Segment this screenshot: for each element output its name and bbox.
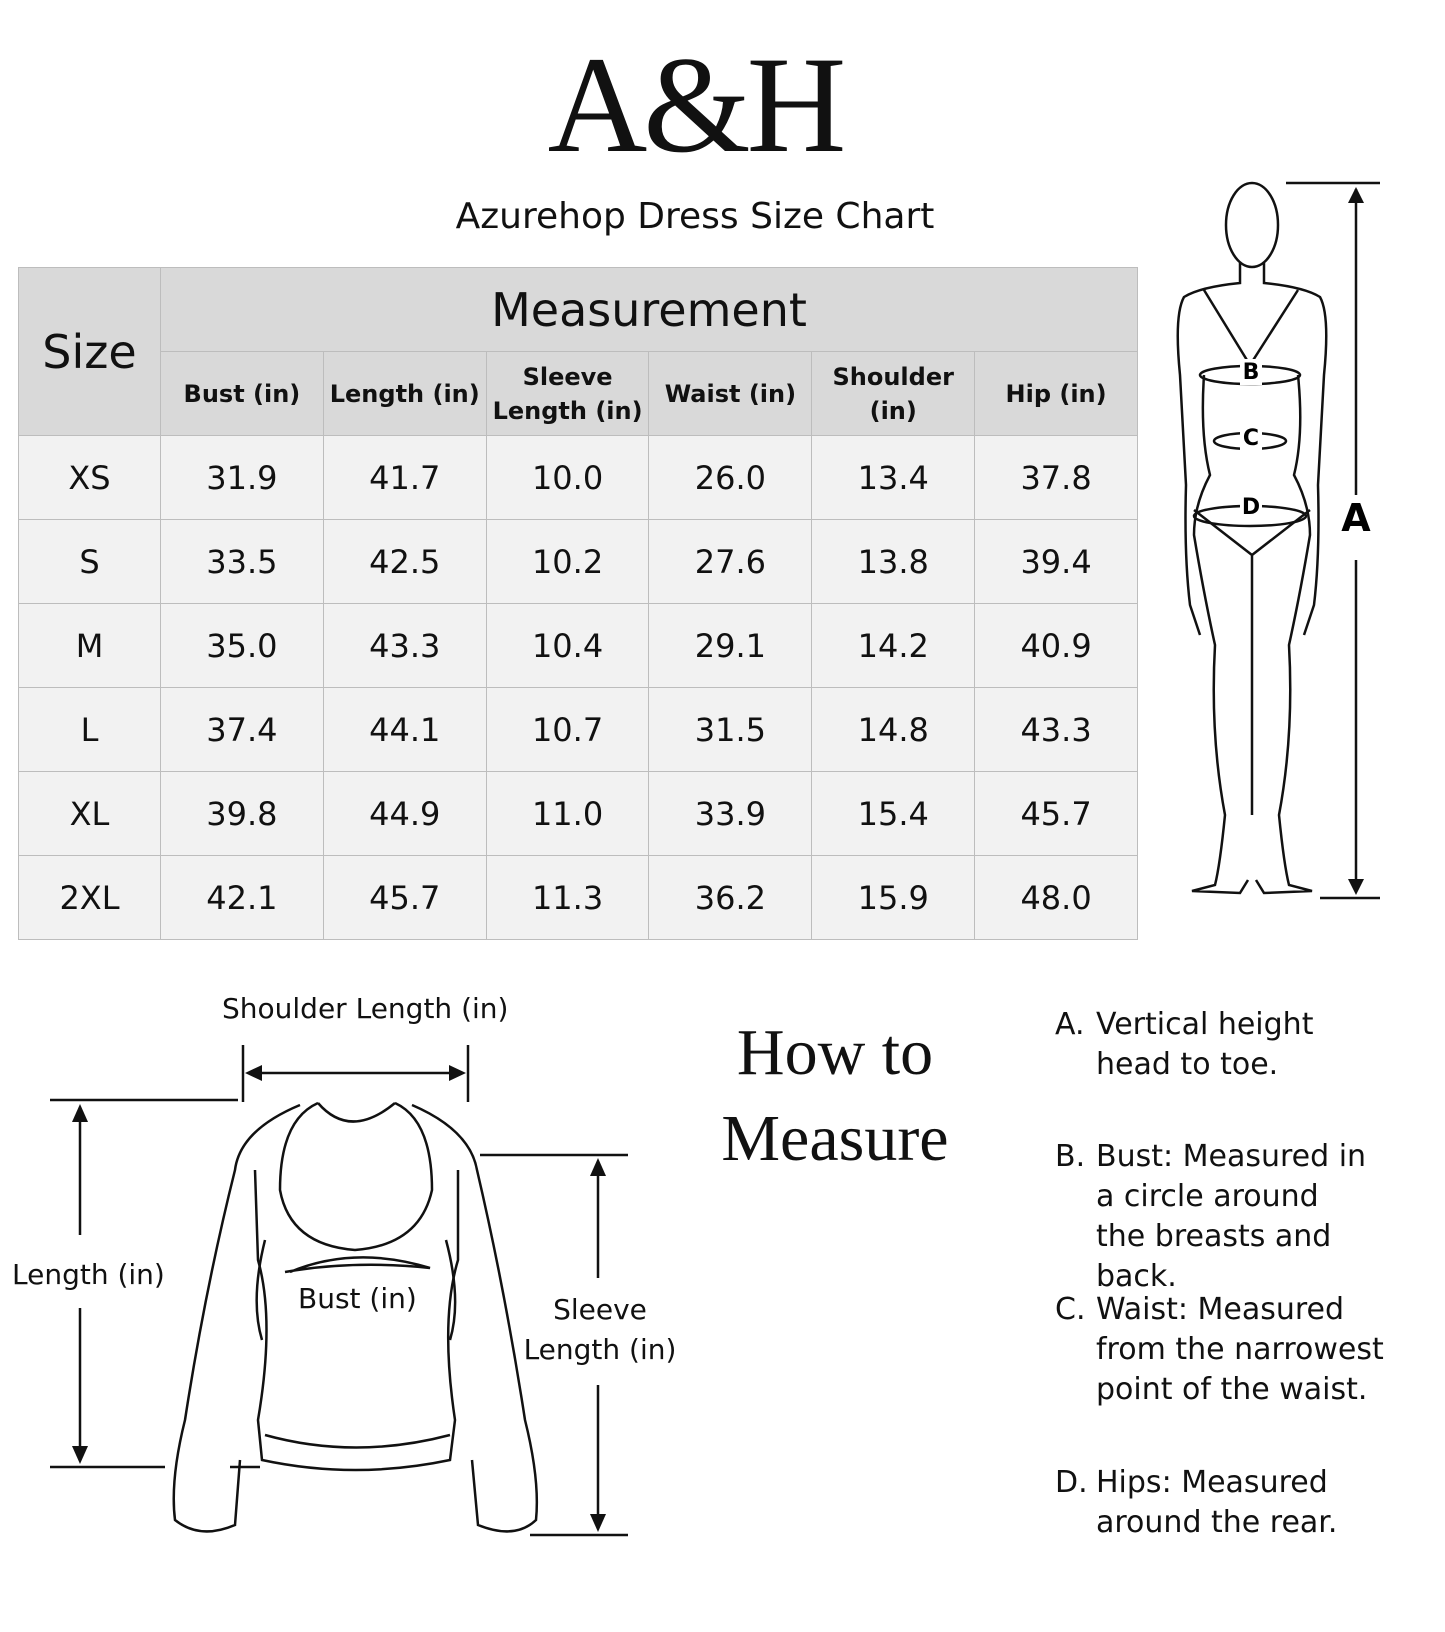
note-text: Vertical height head to toe. (1096, 1007, 1314, 1082)
table-row: 2XL 42.1 45.7 11.3 36.2 15.9 48.0 (18, 855, 1138, 940)
how-to-measure-heading: How to Measure (690, 1010, 980, 1182)
note-key: D. (1055, 1465, 1088, 1500)
note-key: A. (1055, 1007, 1085, 1042)
measurement-cell: 15.9 (811, 855, 976, 940)
note-text: Waist: Measured from the narrowest point… (1096, 1292, 1384, 1407)
measurement-cell: 26.0 (648, 435, 813, 520)
note-text: Bust: Measured in a circle around the br… (1096, 1139, 1367, 1294)
measurement-header: Measurement (160, 267, 1138, 352)
note-key: B. (1055, 1139, 1086, 1174)
body-figure-diagram: B C D A (1176, 181, 1380, 900)
table-row: L 37.4 44.1 10.7 31.5 14.8 43.3 (18, 687, 1138, 772)
note-a: A. Vertical height head to toe. (1055, 1005, 1315, 1085)
table-row: XS 31.9 41.7 10.0 26.0 13.4 37.8 (18, 435, 1138, 520)
measurement-cell: 41.7 (322, 435, 487, 520)
measurement-cell: 39.4 (974, 519, 1138, 604)
measurement-cell: 48.0 (974, 855, 1138, 940)
how-to-line2: Measure (721, 1102, 949, 1175)
sleeve-label-line1: Sleeve (553, 1293, 647, 1326)
measurement-cell: 33.5 (160, 519, 324, 604)
measurement-cell: 43.3 (322, 603, 487, 688)
sweater-diagram (50, 1045, 628, 1537)
measurement-cell: 10.0 (485, 435, 650, 520)
measurement-cell: 44.9 (322, 771, 487, 856)
bust-label: Bust (in) (298, 1282, 417, 1315)
note-c: C. Waist: Measured from the narrowest poi… (1055, 1290, 1395, 1410)
measurement-cell: 44.1 (322, 687, 487, 772)
note-d: D. Hips: Measured around the rear. (1055, 1463, 1355, 1543)
column-header: Length (in) (322, 351, 487, 436)
sleeve-length-label: Sleeve Length (in) (520, 1290, 680, 1370)
label-c: C (1243, 426, 1259, 451)
measurement-cell: 36.2 (648, 855, 813, 940)
note-b: B. Bust: Measured in a circle around the … (1055, 1137, 1375, 1297)
measurement-cell: 10.2 (485, 519, 650, 604)
measurement-cell: 13.8 (811, 519, 976, 604)
measurement-cell: 42.5 (322, 519, 487, 604)
size-cell: S (18, 519, 161, 604)
measurement-cell: 37.4 (160, 687, 324, 772)
measurement-cell: 35.0 (160, 603, 324, 688)
measurement-cell: 45.7 (322, 855, 487, 940)
table-row: XL 39.8 44.9 11.0 33.9 15.4 45.7 (18, 771, 1138, 856)
measurement-cell: 27.6 (648, 519, 813, 604)
column-header: Shoulder (in) (811, 351, 976, 436)
measurement-cell: 15.4 (811, 771, 976, 856)
size-cell: M (18, 603, 161, 688)
measurement-cell: 31.9 (160, 435, 324, 520)
measurement-cell: 14.8 (811, 687, 976, 772)
measurement-cell: 11.3 (485, 855, 650, 940)
measurement-cell: 10.7 (485, 687, 650, 772)
label-d: D (1242, 495, 1260, 520)
how-to-line1: How to (736, 1016, 934, 1089)
measurement-cell: 11.0 (485, 771, 650, 856)
note-text: Hips: Measured around the rear. (1096, 1465, 1338, 1540)
brand-logo: A&H (547, 28, 847, 181)
measurement-cell: 10.4 (485, 603, 650, 688)
measurement-cell: 33.9 (648, 771, 813, 856)
measurement-cell: 37.8 (974, 435, 1138, 520)
size-cell: 2XL (18, 855, 161, 940)
measurement-cell: 14.2 (811, 603, 976, 688)
column-header: Waist (in) (648, 351, 813, 436)
measurement-cell: 42.1 (160, 855, 324, 940)
column-header: Bust (in) (160, 351, 324, 436)
size-header: Size (18, 267, 161, 436)
column-header: Sleeve Length (in) (485, 351, 650, 436)
measurement-cell: 43.3 (974, 687, 1138, 772)
column-header: Hip (in) (974, 351, 1138, 436)
measurement-cell: 40.9 (974, 603, 1138, 688)
label-b: B (1243, 360, 1260, 385)
table-row: S 33.5 42.5 10.2 27.6 13.8 39.4 (18, 519, 1138, 604)
measurement-cell: 29.1 (648, 603, 813, 688)
size-cell: XS (18, 435, 161, 520)
chart-title: Azurehop Dress Size Chart (455, 196, 935, 237)
length-label: Length (in) (12, 1258, 165, 1291)
note-key: C. (1055, 1292, 1086, 1327)
label-a: A (1341, 496, 1371, 540)
size-table: Size Measurement Bust (in) Length (in) Sle… (18, 267, 1138, 940)
measurement-cell: 45.7 (974, 771, 1138, 856)
table-row: M 35.0 43.3 10.4 29.1 14.2 40.9 (18, 603, 1138, 688)
size-cell: L (18, 687, 161, 772)
measurement-cell: 13.4 (811, 435, 976, 520)
shoulder-length-label: Shoulder Length (in) (222, 992, 509, 1025)
measurement-cell: 31.5 (648, 687, 813, 772)
size-cell: XL (18, 771, 161, 856)
sleeve-label-line2: Length (in) (523, 1333, 677, 1366)
measurement-cell: 39.8 (160, 771, 324, 856)
